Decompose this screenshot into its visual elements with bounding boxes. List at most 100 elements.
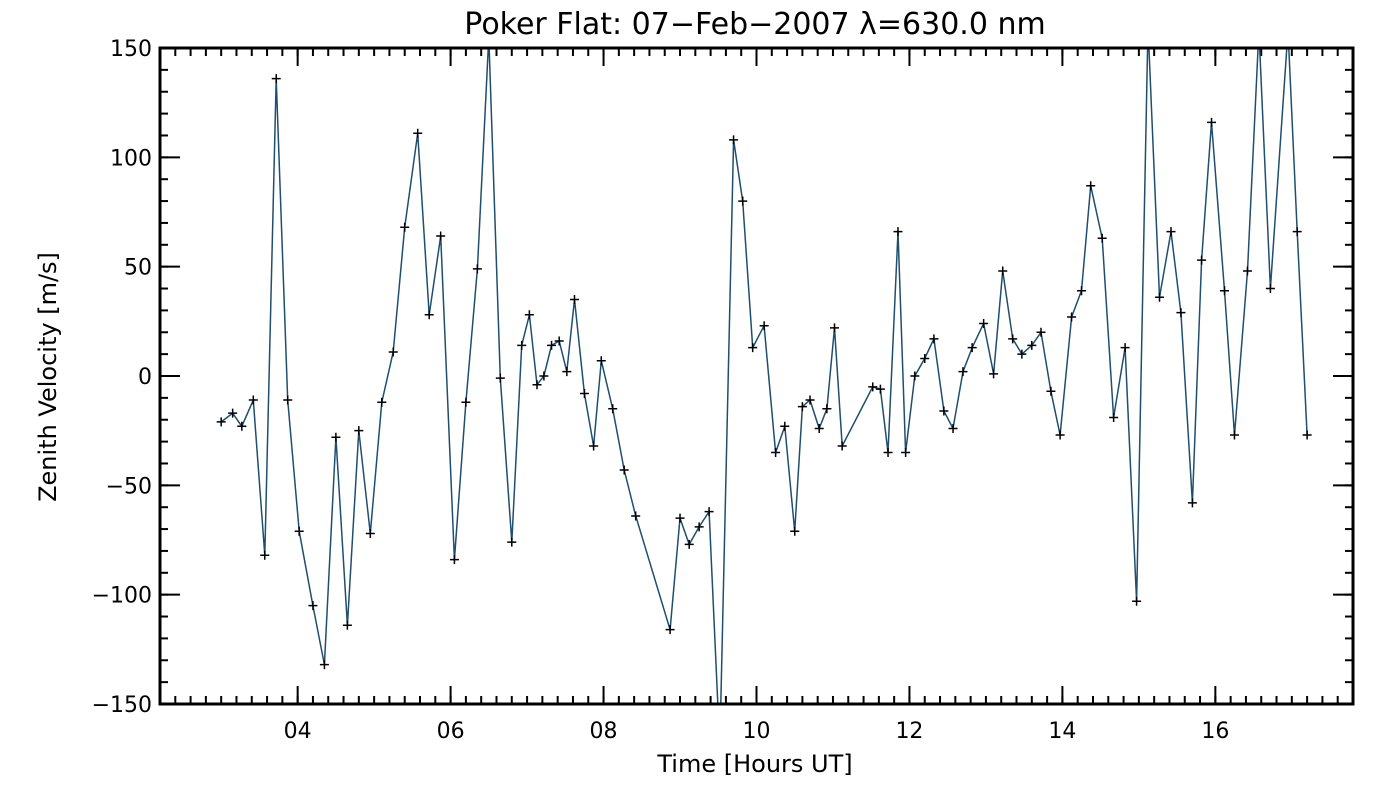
data-point: [319, 660, 329, 670]
data-point: [589, 441, 599, 451]
data-point: [1229, 430, 1239, 440]
data-point: [495, 373, 505, 383]
data-point: [547, 340, 557, 350]
y-tick-label: 150: [110, 37, 152, 62]
data-point: [797, 402, 807, 412]
y-axis-label: Zenith Velocity [m/s]: [34, 252, 62, 502]
data-point: [569, 294, 579, 304]
data-point: [1055, 430, 1065, 440]
y-tick-label: −150: [92, 693, 152, 718]
data-point: [759, 321, 769, 331]
data-point: [837, 441, 847, 451]
chart-title: Poker Flat: 07−Feb−2007 λ=630.0 nm: [464, 7, 1045, 42]
data-point: [1207, 117, 1217, 127]
y-tick-label: −100: [92, 584, 152, 609]
data-point: [948, 423, 958, 433]
data-point: [517, 340, 527, 350]
data-point: [1077, 286, 1087, 296]
data-point: [989, 369, 999, 379]
data-point: [248, 395, 258, 405]
data-point: [308, 601, 318, 611]
x-tick-label: 16: [1201, 719, 1229, 744]
data-point: [216, 417, 226, 427]
data-point: [771, 448, 781, 458]
data-point: [1302, 430, 1312, 440]
data-point: [920, 354, 930, 364]
data-point: [830, 323, 840, 333]
data-point: [883, 448, 893, 458]
data-point: [1242, 266, 1252, 276]
data-point: [331, 432, 341, 442]
data-point: [958, 367, 968, 377]
data-point: [228, 408, 238, 418]
axis-ticks: [159, 47, 1354, 705]
x-tick-label: 08: [590, 719, 618, 744]
data-point: [271, 74, 281, 84]
data-point: [1067, 312, 1077, 322]
data-point: [1046, 386, 1056, 396]
data-point: [694, 522, 704, 532]
data-point: [998, 266, 1008, 276]
data-point: [237, 421, 247, 431]
data-point: [1176, 308, 1186, 318]
data-point: [631, 511, 641, 521]
data-point: [910, 371, 920, 381]
data-point: [967, 343, 977, 353]
data-point: [748, 343, 758, 353]
x-tick-label: 10: [743, 719, 771, 744]
x-tick-label: 12: [895, 719, 923, 744]
data-point: [1036, 327, 1046, 337]
data-point: [532, 380, 542, 390]
data-point: [424, 310, 434, 320]
data-point: [875, 384, 885, 394]
data-point: [1265, 284, 1275, 294]
data-point: [1027, 340, 1037, 350]
y-tick-label: 0: [138, 365, 152, 390]
data-point: [1086, 181, 1096, 191]
data-point-markers: [216, 22, 1312, 670]
data-point: [1254, 26, 1263, 35]
data-point: [893, 227, 903, 237]
data-point: [377, 397, 387, 407]
data-point: [675, 513, 685, 523]
x-axis-label: Time [Hours UT]: [656, 750, 852, 778]
data-point: [805, 395, 815, 405]
data-point: [260, 550, 270, 560]
plot-frame: [158, 46, 1355, 706]
data-point: [294, 526, 304, 536]
data-point: [1120, 343, 1130, 353]
velocity-series-line: [220, 48, 1308, 704]
data-point: [507, 537, 517, 547]
data-point: [579, 388, 589, 398]
data-point: [979, 319, 989, 329]
data-point: [1132, 596, 1142, 606]
data-point: [939, 406, 949, 416]
data-point: [901, 448, 911, 458]
data-point: [388, 347, 398, 357]
data-point: [665, 625, 675, 635]
y-tick-label: 100: [110, 146, 152, 171]
data-point: [436, 231, 446, 241]
data-point: [1292, 227, 1302, 237]
data-point: [619, 465, 629, 475]
x-tick-label: 04: [284, 719, 312, 744]
data-point: [929, 334, 939, 344]
data-point: [1109, 413, 1119, 423]
data-point: [1097, 233, 1107, 243]
data-point: [738, 196, 748, 206]
data-point: [554, 336, 564, 346]
data-point: [524, 310, 534, 320]
data-point: [822, 404, 832, 414]
data-point: [608, 404, 618, 414]
data-point: [814, 423, 824, 433]
data-point: [539, 371, 549, 381]
data-point: [1017, 349, 1027, 359]
data-point: [704, 507, 714, 517]
y-tick-label: 50: [124, 256, 152, 281]
data-point: [1144, 22, 1153, 31]
data-point: [1283, 26, 1292, 35]
data-point: [562, 367, 572, 377]
data-point: [1220, 286, 1230, 296]
data-point: [790, 526, 800, 536]
